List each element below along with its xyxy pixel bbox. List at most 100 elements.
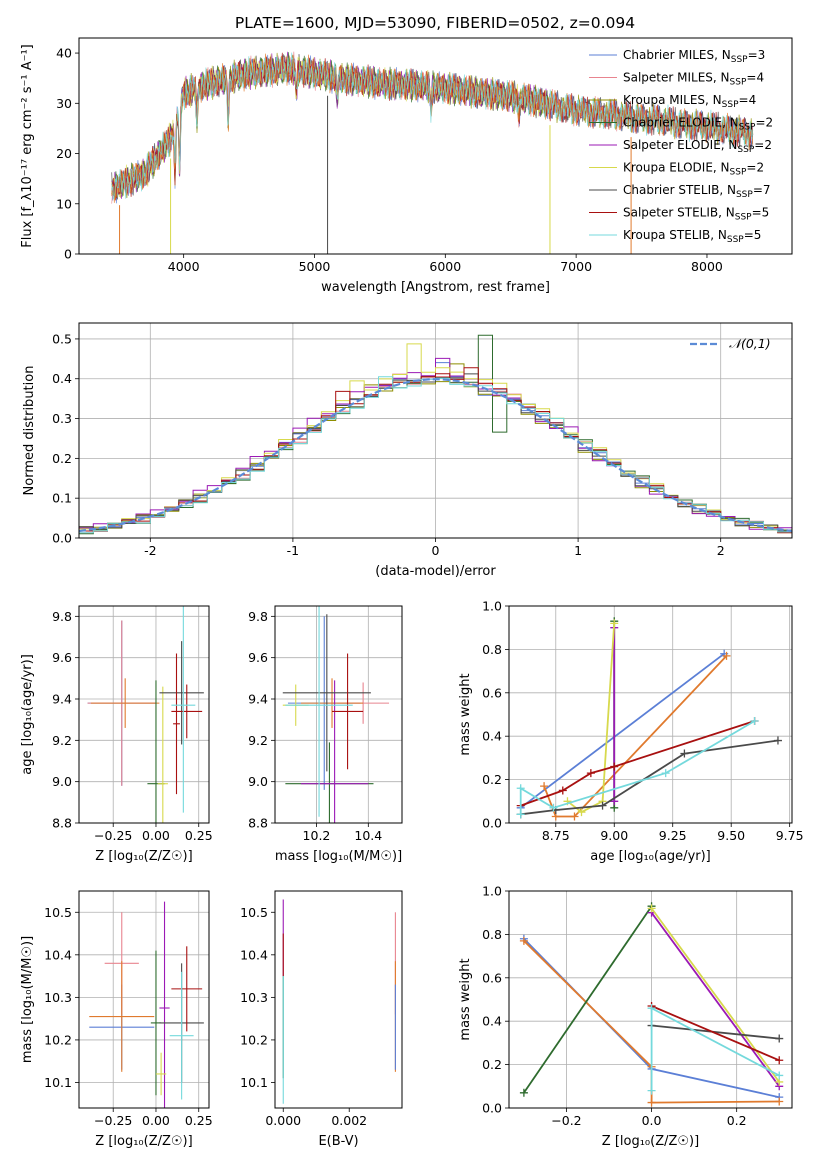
- weight-marker: [610, 619, 619, 628]
- x-axis-label: E(B-V): [318, 1134, 358, 1149]
- y-tick-label: 9.6: [248, 650, 268, 665]
- axes-weight_vs_age: 8.75 9.00 9.25 9.50 9.75 0.0 0.2 0.4 0.6 0.8 1.0 ag…: [458, 599, 804, 865]
- legend-entry: Kroupa STELIB, NSSP=5: [623, 228, 761, 245]
- y-tick-label: 9.8: [52, 609, 72, 624]
- legend-entry: Chabrier ELODIE, NSSP=2: [623, 116, 773, 133]
- x-tick-label: 0: [432, 543, 440, 558]
- x-tick-label: 9.25: [659, 828, 687, 843]
- x-tick-label: 10.4: [354, 828, 382, 843]
- y-tick-label: 0.2: [482, 1057, 502, 1072]
- y-tick-label: 10.1: [240, 1075, 268, 1090]
- y-axis-label: mass [log₁₀(M/M☉)]: [20, 936, 35, 1063]
- axes-spectrum: 4000 5000 6000 7000 8000 0 10 20 30 40 wavelength …: [20, 37, 793, 295]
- x-axis-label: Z [log₁₀(Z/Z☉)]: [95, 1134, 192, 1149]
- y-tick-label: 9.2: [248, 733, 268, 748]
- legend-entry: Salpeter MILES, NSSP=4: [623, 71, 764, 88]
- axes-frame: [274, 605, 403, 824]
- y-tick-label: 0.0: [482, 1101, 502, 1116]
- y-tick-label: 9.4: [52, 692, 72, 707]
- y-tick-label: 10.4: [240, 947, 268, 962]
- x-tick-label: 8.75: [542, 828, 570, 843]
- weight-marker: [586, 769, 595, 778]
- y-tick-label: 9.0: [248, 774, 268, 789]
- weight-marker: [647, 1086, 656, 1095]
- histogram-chab_elodie: [79, 334, 792, 535]
- axes-frame: [508, 605, 793, 824]
- y-tick-label: 9.0: [52, 774, 72, 789]
- weight-marker: [647, 904, 656, 913]
- weight-line-krou_elodie: [650, 907, 780, 1083]
- y-tick-label: 8.8: [52, 816, 72, 831]
- x-tick-label: 0.002: [331, 1113, 367, 1128]
- weight-marker: [722, 651, 731, 660]
- x-tick-label: 0.00: [142, 828, 170, 843]
- plot-area-spectrum: [111, 51, 754, 254]
- y-axis-label: Normed distribution: [22, 366, 37, 496]
- figure-title: PLATE=1600, MJD=53090, FIBERID=0502, z=0…: [235, 14, 635, 32]
- x-tick-label: 9.50: [717, 828, 745, 843]
- gaussian-curve: [79, 378, 792, 533]
- histogram-krou_miles: [79, 363, 792, 536]
- legend-entry: Salpeter ELODIE, NSSP=2: [623, 138, 772, 155]
- x-axis-label: mass [log₁₀(M/M☉)]: [275, 849, 402, 864]
- weight-marker: [516, 810, 525, 819]
- x-tick-label: 8000: [691, 259, 723, 274]
- x-axis-label: (data-model)/error: [375, 564, 496, 579]
- x-axis-label: Z [log₁₀(Z/Z☉)]: [95, 849, 192, 864]
- x-tick-label: 0.2: [727, 1113, 747, 1128]
- weight-marker: [540, 782, 549, 791]
- y-tick-label: 10: [56, 196, 72, 211]
- x-tick-label: 0.25: [185, 1113, 213, 1128]
- axes-age_vs_Z: −0.25 0.00 0.25 8.8 9.0 9.2 9.4 9.6 9.8 Z [log₁₀(…: [20, 605, 213, 864]
- weight-marker: [661, 769, 670, 778]
- weight-marker: [775, 1071, 784, 1080]
- axes-frame: [508, 890, 793, 1109]
- y-tick-label: 8.8: [248, 816, 268, 831]
- x-axis-label: age [log₁₀(age/yr)]: [590, 849, 711, 864]
- axes-residual_histogram: -2 -1 0 1 2 0.0 0.1 0.2 0.3 0.4 0.5 (data-model)/er…: [22, 322, 793, 579]
- weight-marker: [773, 736, 782, 745]
- y-tick-label: 10.1: [44, 1075, 72, 1090]
- weight-line-chab_miles: [520, 652, 725, 809]
- axes-frame: [78, 890, 210, 1109]
- weight-marker: [647, 1004, 656, 1013]
- y-axis-label: Flux [f_λ10⁻¹⁷ erg cm⁻² s⁻¹ A⁻¹]: [20, 44, 35, 248]
- plot-area-mass_vs_ebv: [282, 899, 396, 1104]
- plot-area-age_vs_mass: [282, 606, 390, 823]
- axes-frame: [274, 890, 403, 1109]
- y-tick-label: 10.2: [44, 1032, 72, 1047]
- y-tick-label: 0.4: [482, 1014, 502, 1029]
- y-axis-label: mass weight: [458, 958, 473, 1040]
- weight-line-krou_stelib: [650, 1006, 780, 1091]
- weight-marker: [516, 784, 525, 793]
- y-tick-label: 0.0: [52, 531, 72, 546]
- plot-area-mass_vs_Z: [89, 901, 204, 1108]
- legend-entry: Kroupa MILES, NSSP=4: [623, 93, 756, 110]
- weight-marker: [610, 762, 619, 771]
- x-tick-label: 0.00: [142, 1113, 170, 1128]
- x-tick-label: 4000: [168, 259, 200, 274]
- y-tick-label: 20: [56, 146, 72, 161]
- histogram-salp_elodie: [79, 357, 792, 535]
- weight-marker: [577, 808, 586, 817]
- y-tick-label: 0.6: [482, 970, 502, 985]
- y-tick-label: 0.8: [482, 927, 502, 942]
- weight-marker: [775, 1034, 784, 1043]
- weight-marker: [558, 786, 567, 795]
- axes-mass_vs_Z: −0.25 0.00 0.25 10.1 10.2 10.3 10.4 10.5 Z [log₁…: [20, 890, 213, 1149]
- x-tick-label: 2: [717, 543, 725, 558]
- legend-entry: 𝒩(0,1): [729, 336, 771, 351]
- x-tick-label: 1: [574, 543, 582, 558]
- weight-line-chab_stelib: [651, 1024, 780, 1040]
- y-tick-label: 40: [56, 46, 72, 61]
- y-tick-label: 10.4: [44, 947, 72, 962]
- weight-line-chab_elodie: [523, 905, 653, 1094]
- x-tick-label: 0.0: [642, 1113, 662, 1128]
- y-tick-label: 0.6: [482, 685, 502, 700]
- y-tick-label: 10.3: [44, 990, 72, 1005]
- histogram-chab_stelib: [79, 373, 792, 536]
- axes-age_vs_mass: 10.2 10.4 8.8 9.0 9.2 9.4 9.6 9.8 mass [log₁₀(M/…: [248, 605, 403, 864]
- y-tick-label: 9.2: [52, 733, 72, 748]
- y-tick-label: 9.6: [52, 650, 72, 665]
